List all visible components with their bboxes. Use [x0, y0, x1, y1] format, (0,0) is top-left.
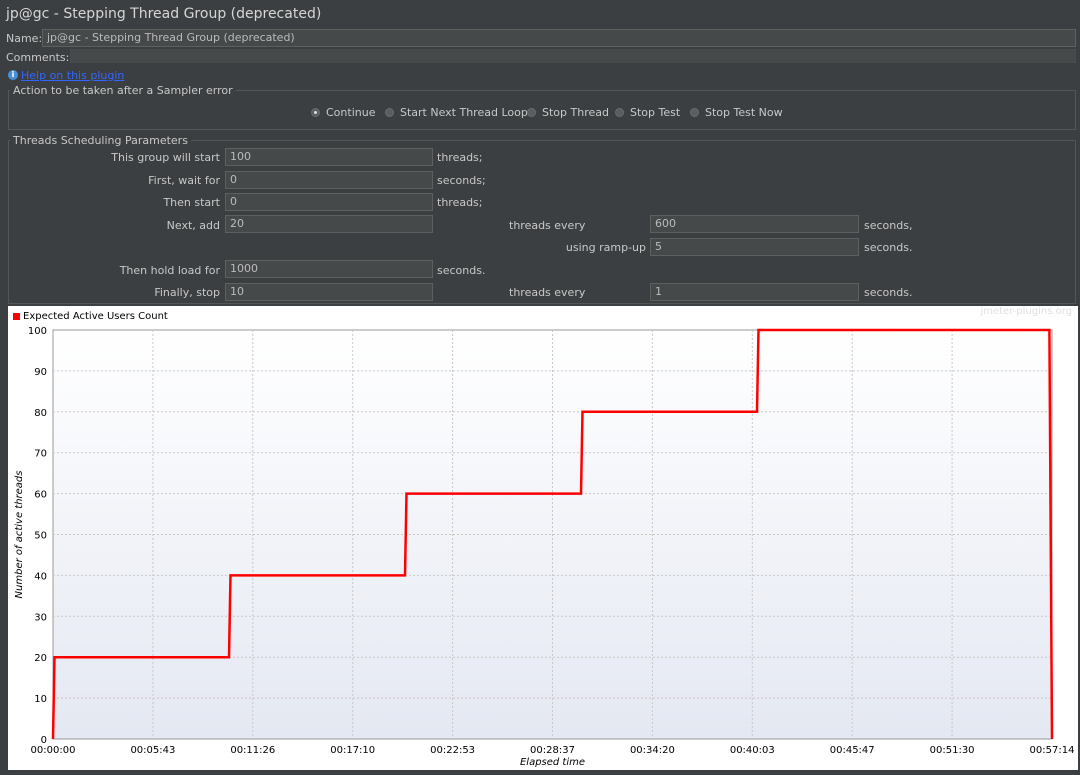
name-input[interactable]: jp@gc - Stepping Thread Group (deprecate…	[42, 29, 1076, 47]
sampler-error-group	[8, 90, 1076, 130]
stop-mid-label: threads every	[509, 286, 586, 299]
help-link[interactable]: Help on this plugin	[21, 68, 125, 82]
group-start-label: This group will start	[111, 151, 220, 164]
scheduling-legend: Threads Scheduling Parameters	[10, 134, 191, 147]
x-tick-label: 00:11:26	[230, 745, 275, 756]
y-tick-label: 40	[34, 571, 47, 582]
hold-input[interactable]: 1000	[225, 260, 433, 278]
next-add-input[interactable]: 20	[225, 215, 433, 233]
radio-continue[interactable]: Continue	[311, 106, 375, 119]
scheduling-group	[8, 140, 1076, 304]
ramp-up-label: using ramp-up	[565, 241, 646, 254]
comments-input[interactable]	[70, 49, 1076, 63]
y-tick-label: 20	[34, 653, 47, 664]
y-tick-label: 50	[34, 531, 47, 542]
y-tick-label: 30	[34, 612, 47, 623]
radio-start-next-label: Start Next Thread Loop	[400, 106, 528, 119]
chart-watermark: jmeter-plugins.org	[980, 306, 1072, 317]
then-start-label: Then start	[163, 196, 220, 209]
name-label: Name:	[6, 32, 43, 45]
chart-legend: Expected Active Users Count	[13, 311, 168, 322]
stop-label: Finally, stop	[154, 286, 220, 299]
y-tick-label: 10	[34, 694, 47, 705]
x-tick-label: 00:00:00	[31, 745, 76, 756]
legend-label: Expected Active Users Count	[23, 311, 168, 322]
next-add-unit: seconds,	[864, 219, 913, 232]
x-tick-label: 00:34:20	[630, 745, 675, 756]
y-tick-label: 100	[28, 326, 47, 337]
first-wait-unit: seconds;	[437, 174, 486, 187]
next-add-label: Next, add	[166, 219, 220, 232]
y-tick-label: 70	[34, 449, 47, 460]
y-tick-label: 0	[41, 735, 47, 746]
x-tick-label: 00:51:30	[930, 745, 975, 756]
legend-swatch	[13, 313, 20, 320]
active-threads-chart: 0 10 20 30 40 50 60 70 80 90 100 00:00:00 00:05:43 00…	[14, 326, 1075, 768]
radio-continue-label: Continue	[326, 106, 376, 119]
hold-label: Then hold load for	[119, 264, 220, 277]
first-wait-input[interactable]: 0	[225, 171, 433, 189]
hold-unit: seconds.	[437, 264, 486, 277]
group-start-unit: threads;	[437, 151, 483, 164]
then-start-unit: threads;	[437, 196, 483, 209]
help-row[interactable]: i Help on this plugin	[8, 68, 124, 82]
series-line-expected-active-users	[51, 328, 1054, 740]
radio-stop-test[interactable]: Stop Test	[615, 106, 680, 119]
y-axis-label: Number of active threads	[14, 471, 25, 599]
radio-start-next-thread-loop[interactable]: Start Next Thread Loop	[385, 106, 528, 119]
radio-icon	[527, 108, 536, 117]
window-title: jp@gc - Stepping Thread Group (deprecate…	[6, 6, 322, 22]
info-icon: i	[8, 70, 18, 80]
group-start-input[interactable]: 100	[225, 148, 433, 166]
x-tick-label: 00:28:37	[530, 745, 575, 756]
y-tick-label: 90	[34, 367, 47, 378]
ramp-up-unit: seconds.	[864, 241, 913, 254]
radio-stop-test-now-label: Stop Test Now	[705, 106, 783, 119]
radio-icon	[690, 108, 699, 117]
x-tick-label: 00:45:47	[830, 745, 875, 756]
next-add-every-input[interactable]: 600	[650, 215, 859, 233]
radio-selected-icon	[311, 108, 320, 117]
radio-icon	[615, 108, 624, 117]
x-tick-label: 00:17:10	[330, 745, 375, 756]
stop-every-input[interactable]: 1	[650, 283, 859, 301]
y-tick-label: 60	[34, 490, 47, 501]
sampler-error-legend: Action to be taken after a Sampler error	[10, 84, 236, 97]
x-tick-label: 00:05:43	[130, 745, 175, 756]
radio-stop-thread[interactable]: Stop Thread	[527, 106, 609, 119]
first-wait-label: First, wait for	[148, 174, 220, 187]
radio-icon	[385, 108, 394, 117]
stop-unit: seconds.	[864, 286, 913, 299]
radio-stop-thread-label: Stop Thread	[542, 106, 609, 119]
y-tick-label: 80	[34, 408, 47, 419]
stop-input[interactable]: 10	[225, 283, 433, 301]
next-add-mid-label: threads every	[509, 219, 586, 232]
ramp-up-input[interactable]: 5	[650, 238, 859, 256]
chart-panel: jmeter-plugins.org Expected Active Users…	[8, 306, 1078, 770]
x-tick-label: 00:22:53	[430, 745, 475, 756]
radio-stop-test-label: Stop Test	[630, 106, 681, 119]
x-axis-label: Elapsed time	[520, 757, 585, 768]
x-tick-label: 00:40:03	[730, 745, 775, 756]
x-tick-label: 00:57:14	[1030, 745, 1075, 756]
comments-label: Comments:	[6, 51, 70, 64]
then-start-input[interactable]: 0	[225, 193, 433, 211]
radio-stop-test-now[interactable]: Stop Test Now	[690, 106, 783, 119]
